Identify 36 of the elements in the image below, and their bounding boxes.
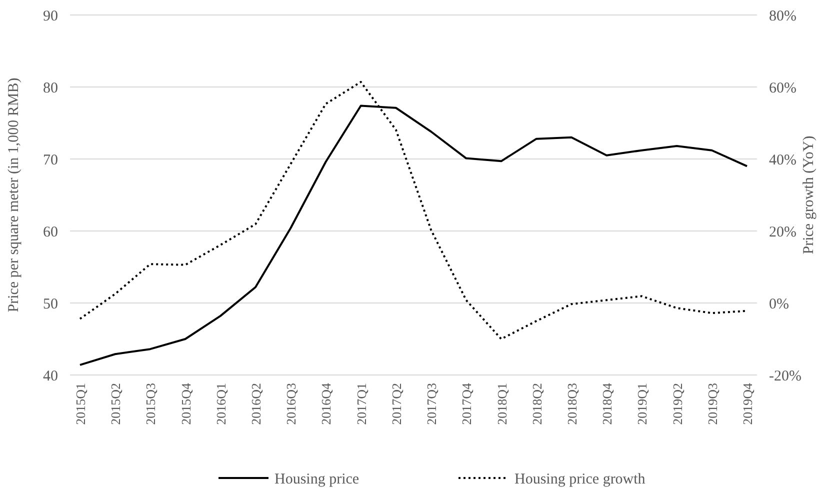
y-tick-label: 40 <box>43 368 58 384</box>
y-axis-title: Price per square meter (in 1,000 RMB) <box>6 78 22 312</box>
y2-tick-label: 0% <box>769 296 789 312</box>
y-tick-label: 90 <box>43 8 58 24</box>
x-tick-label: 2019Q3 <box>704 383 720 425</box>
x-tick-label: 2017Q4 <box>459 382 474 425</box>
x-tick-label: 2016Q2 <box>248 383 264 425</box>
x-tick-label: 2019Q4 <box>740 382 755 425</box>
x-tick-label: 2015Q1 <box>73 383 88 425</box>
x-tick-label: 2018Q1 <box>494 383 510 425</box>
x-tick-label: 2017Q2 <box>388 383 404 425</box>
y-tick-label: 80 <box>43 80 58 96</box>
y2-tick-label: 80% <box>769 8 796 24</box>
legend-label: Housing price <box>274 471 360 488</box>
x-tick-label: 2017Q3 <box>424 383 440 425</box>
y2-tick-label: 20% <box>769 224 796 240</box>
x-tick-label: 2019Q1 <box>634 383 650 425</box>
y-tick-label: 60 <box>43 224 58 240</box>
x-tick-label: 2019Q2 <box>670 383 685 425</box>
x-tick-label: 2018Q2 <box>529 383 544 425</box>
x-tick-label: 2015Q3 <box>143 383 158 425</box>
x-tick-label: 2015Q2 <box>108 383 124 425</box>
y2-tick-label: 40% <box>769 152 796 168</box>
legend-label: Housing price growth <box>514 471 646 488</box>
y2-tick-label: -20% <box>769 368 802 384</box>
y-tick-label: 50 <box>43 296 58 312</box>
x-tick-label: 2016Q1 <box>213 383 228 425</box>
y2-tick-label: 60% <box>769 80 796 96</box>
x-tick-label: 2015Q4 <box>178 382 194 425</box>
x-tick-label: 2018Q4 <box>600 382 615 425</box>
x-tick-label: 2018Q3 <box>564 383 580 425</box>
y2-axis-title: Price growth (YoY) <box>801 136 817 254</box>
x-tick-label: 2016Q4 <box>318 382 334 425</box>
x-tick-label: 2016Q3 <box>284 383 299 425</box>
y-tick-label: 70 <box>43 152 58 168</box>
x-tick-label: 2017Q1 <box>354 383 369 425</box>
